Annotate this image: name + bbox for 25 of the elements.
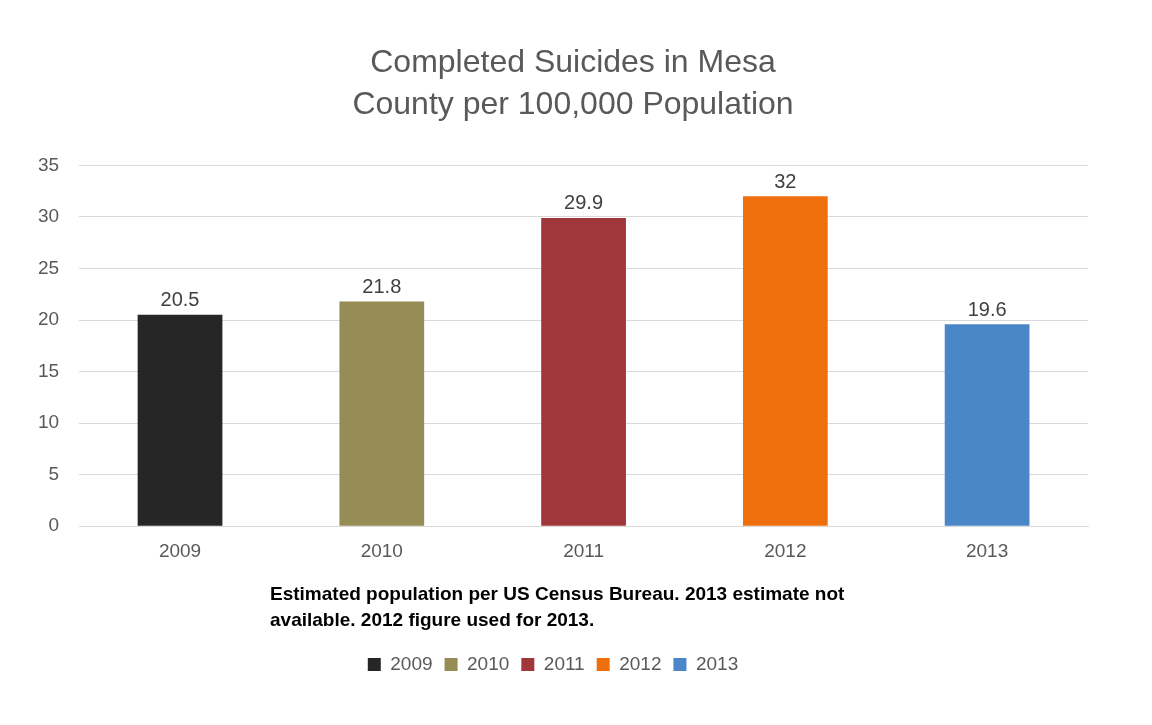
- y-tick-label: 25: [37, 256, 60, 278]
- legend-label: 2009: [390, 652, 433, 674]
- y-tick-label: 20: [37, 308, 60, 330]
- y-tick-label: 10: [37, 411, 60, 433]
- data-label: 19.6: [967, 297, 1007, 320]
- data-label: 20.5: [160, 288, 200, 311]
- legend-label: 2013: [695, 652, 739, 674]
- x-tick-label: 2013: [965, 539, 1009, 561]
- legend-label: 2012: [619, 652, 662, 674]
- data-label: 29.9: [564, 191, 604, 214]
- data-label: 21.8: [362, 274, 402, 297]
- x-tick-label: 2012: [764, 539, 807, 561]
- data-label: 32: [774, 169, 797, 192]
- y-tick-label: 35: [37, 153, 60, 175]
- y-tick-label: 0: [48, 514, 60, 536]
- x-tick-label: 2009: [158, 539, 202, 561]
- legend-label: 2011: [543, 652, 585, 674]
- legend-label: 2010: [467, 652, 510, 674]
- y-tick-label: 30: [37, 205, 60, 227]
- y-tick-label: 15: [37, 359, 60, 381]
- y-tick-label: 5: [48, 462, 60, 484]
- x-tick-label: 2010: [360, 539, 403, 561]
- x-tick-label: 2011: [563, 539, 604, 561]
- chart-title: Completed Suicides in Mesa County per 100,000 Population: [351, 42, 795, 123]
- text: Estimated population per US Census Bureau. 2013 estimate not available. 2012 figure used for 2013.: [270, 582, 846, 630]
